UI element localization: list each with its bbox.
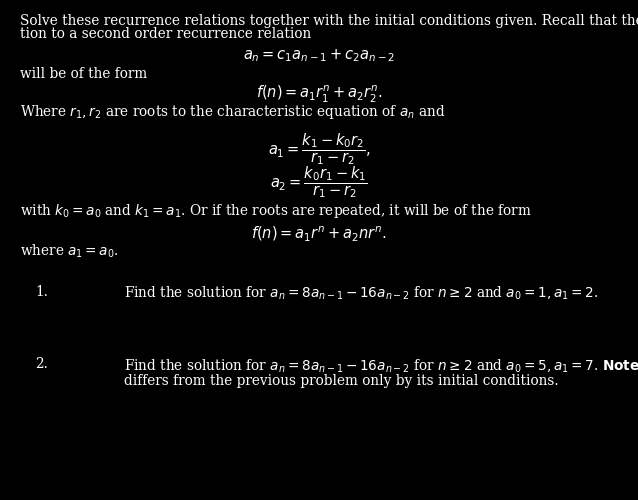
- Text: 1.: 1.: [35, 285, 48, 299]
- Text: $f(n) = a_1r_1^n + a_2r_2^n.$: $f(n) = a_1r_1^n + a_2r_2^n.$: [256, 84, 382, 105]
- Text: Where $r_1, r_2$ are roots to the characteristic equation of $a_n$ and: Where $r_1, r_2$ are roots to the charac…: [20, 103, 446, 121]
- Text: differs from the previous problem only by its initial conditions.: differs from the previous problem only b…: [124, 374, 559, 388]
- Text: $a_2 = \dfrac{k_0r_1 - k_1}{r_1 - r_2}$: $a_2 = \dfrac{k_0r_1 - k_1}{r_1 - r_2}$: [270, 164, 368, 200]
- Text: where $a_1 = a_0$.: where $a_1 = a_0$.: [20, 242, 119, 260]
- Text: Find the solution for $a_n = 8a_{n-1} - 16a_{n-2}$ for $n \geq 2$ and $a_0 = 5, : Find the solution for $a_n = 8a_{n-1} - …: [124, 358, 638, 375]
- Text: 2.: 2.: [35, 358, 48, 372]
- Text: with $k_0 = a_0$ and $k_1 = a_1$. Or if the roots are repeated, it will be of th: with $k_0 = a_0$ and $k_1 = a_1$. Or if …: [20, 202, 532, 220]
- Text: $f(n) = a_1r^n + a_2nr^n.$: $f(n) = a_1r^n + a_2nr^n.$: [251, 224, 387, 243]
- Text: tion to a second order recurrence relation: tion to a second order recurrence relati…: [20, 26, 312, 40]
- Text: $a_1 = \dfrac{k_1 - k_0r_2}{r_1 - r_2},$: $a_1 = \dfrac{k_1 - k_0r_2}{r_1 - r_2},$: [267, 131, 371, 167]
- Text: Find the solution for $a_n = 8a_{n-1} - 16a_{n-2}$ for $n \geq 2$ and $a_0 = 1, : Find the solution for $a_n = 8a_{n-1} - …: [124, 285, 599, 302]
- Text: Solve these recurrence relations together with the initial conditions given. Rec: Solve these recurrence relations togethe…: [20, 14, 638, 28]
- Text: $a_n = c_1a_{n-1} + c_2a_{n-2}$: $a_n = c_1a_{n-1} + c_2a_{n-2}$: [243, 47, 395, 64]
- Text: will be of the form: will be of the form: [20, 67, 147, 81]
